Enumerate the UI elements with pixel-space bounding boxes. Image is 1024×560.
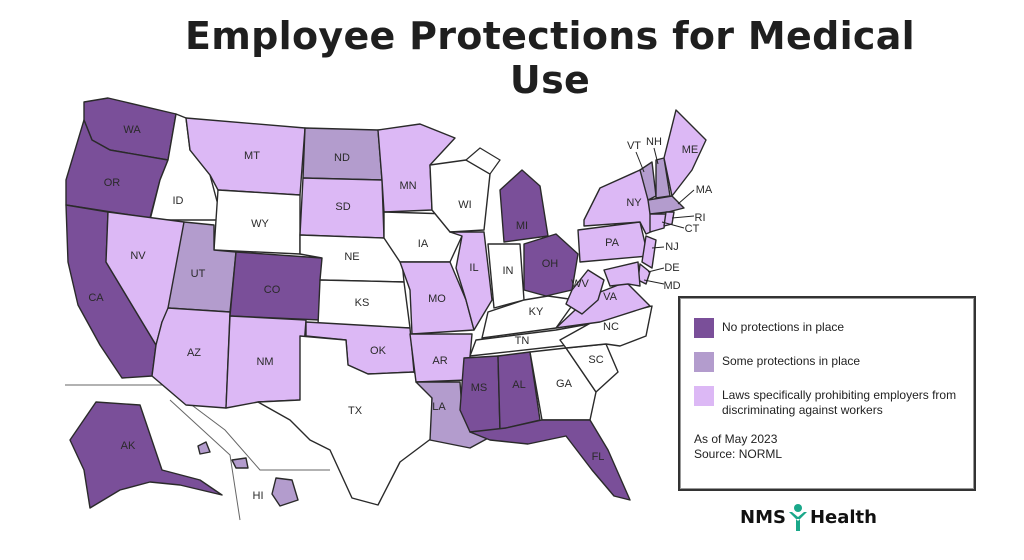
state-mi <box>499 169 549 243</box>
legend-swatch-some <box>694 352 714 372</box>
legend-label-some: Some protections in place <box>722 354 861 368</box>
state-label-co: CO <box>264 284 281 296</box>
state-label-nm: NM <box>256 356 273 368</box>
state-label-nc: NC <box>603 321 619 333</box>
state-label-mi: MI <box>516 220 528 232</box>
state-label-ga: GA <box>556 378 573 390</box>
state-label-va: VA <box>603 291 618 303</box>
state-ma <box>647 195 685 215</box>
legend-label-laws: Laws specifically prohibiting employers … <box>722 388 957 417</box>
state-label-wa: WA <box>123 124 141 136</box>
state-label-nv: NV <box>130 250 146 262</box>
state-label-in: IN <box>503 265 514 277</box>
source-note: Source: NORML <box>694 447 783 461</box>
state-il <box>449 231 493 331</box>
legend: No protections in place Some protections… <box>678 296 976 491</box>
state-label-or: OR <box>104 177 121 189</box>
state-nj <box>641 235 657 269</box>
nms-health-logo: NMS Health <box>740 503 877 531</box>
legend-swatch-laws <box>694 386 714 406</box>
legend-note: As of May 2023 Source: NORML <box>694 432 962 462</box>
state-label-md: MD <box>663 280 680 292</box>
state-label-wv: WV <box>571 278 589 290</box>
person-icon <box>788 504 807 531</box>
state-label-ny: NY <box>626 197 642 209</box>
state-label-ks: KS <box>355 297 370 309</box>
state-label-de: DE <box>664 262 679 274</box>
state-label-tx: TX <box>348 405 363 417</box>
legend-item-none: No protections in place <box>694 318 962 338</box>
state-label-ut: UT <box>191 268 206 280</box>
state-me <box>663 109 707 197</box>
state-label-me: ME <box>682 144 699 156</box>
legend-label-none: No protections in place <box>722 320 845 334</box>
state-ms <box>459 355 501 433</box>
state-label-la: LA <box>432 401 446 413</box>
state-label-mo: MO <box>428 293 446 305</box>
state-label-sd: SD <box>335 201 350 213</box>
state-label-wi: WI <box>458 199 471 211</box>
legend-item-laws: Laws specifically prohibiting employers … <box>694 386 962 418</box>
lake-superior <box>464 147 501 175</box>
state-label-ms: MS <box>471 382 488 394</box>
state-label-tn: TN <box>515 335 530 347</box>
state-wv <box>565 269 605 315</box>
state-tx <box>257 335 433 506</box>
state-label-sc: SC <box>588 354 603 366</box>
state-label-ca: CA <box>88 292 104 304</box>
brand-left: NMS <box>740 506 786 528</box>
state-ri <box>663 211 675 227</box>
state-hi <box>197 441 299 507</box>
legend-swatch-none <box>694 318 714 338</box>
state-label-hi: HI <box>253 490 264 502</box>
state-label-ok: OK <box>370 345 387 357</box>
state-label-ct: CT <box>685 223 700 235</box>
state-label-al: AL <box>512 379 525 391</box>
legend-item-some: Some protections in place <box>694 352 962 372</box>
state-label-nd: ND <box>334 152 350 164</box>
state-label-mt: MT <box>244 150 260 162</box>
state-label-ma: MA <box>696 184 713 196</box>
state-label-il: IL <box>469 262 478 274</box>
state-ga <box>529 347 597 421</box>
state-fl <box>469 419 631 501</box>
state-label-ak: AK <box>121 440 136 452</box>
inset-divider <box>65 384 330 471</box>
state-label-oh: OH <box>542 258 559 270</box>
state-label-ia: IA <box>418 238 429 250</box>
brand-right: Health <box>809 506 877 528</box>
state-label-mn: MN <box>399 180 416 192</box>
state-label-fl: FL <box>592 451 605 463</box>
state-md <box>603 261 641 287</box>
state-label-nj: NJ <box>665 241 678 253</box>
state-ak <box>69 401 223 509</box>
state-label-pa: PA <box>605 237 620 249</box>
state-label-az: AZ <box>187 347 201 359</box>
state-label-nh: NH <box>646 136 662 148</box>
map-title: Employee Protections for Medical Use <box>184 14 915 102</box>
state-label-ne: NE <box>344 251 359 263</box>
state-label-vt: VT <box>627 140 641 152</box>
state-label-ar: AR <box>432 355 447 367</box>
state-label-wy: WY <box>251 218 269 230</box>
state-label-ky: KY <box>529 306 544 318</box>
leader-lines <box>635 147 695 285</box>
as-of-date: As of May 2023 <box>694 432 778 446</box>
state-label-id: ID <box>173 195 184 207</box>
state-ct <box>649 213 667 233</box>
inset-divider-2 <box>169 399 241 521</box>
state-label-ri: RI <box>695 212 706 224</box>
